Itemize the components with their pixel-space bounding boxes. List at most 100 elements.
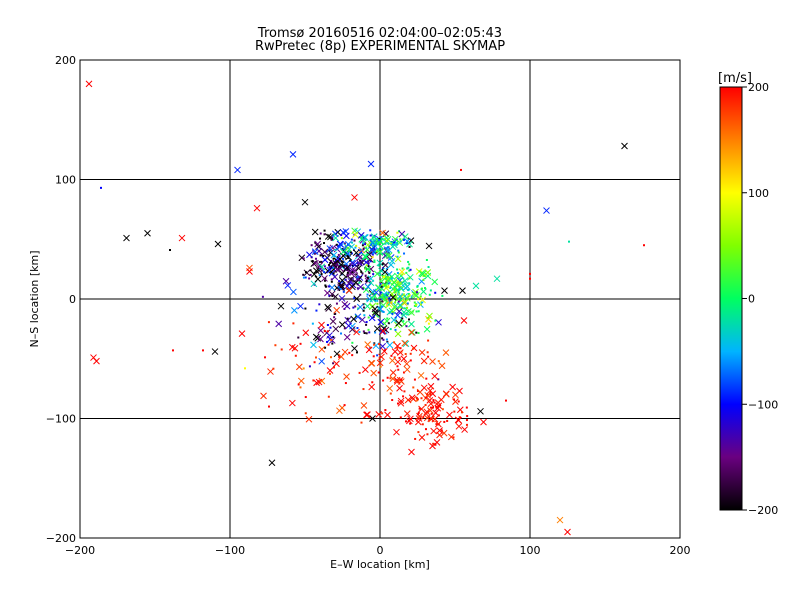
cluster-point [442, 390, 450, 398]
cluster-point [423, 325, 431, 333]
point-stroke [480, 418, 487, 426]
point-stroke [449, 383, 456, 391]
point-stroke [394, 342, 401, 350]
cluster-point [319, 268, 322, 271]
cluster-point [424, 287, 427, 290]
y-tick-label: 200 [55, 54, 76, 67]
cluster-point [318, 261, 321, 264]
cluster-point [326, 332, 333, 339]
cluster-point [317, 327, 325, 334]
cluster-point [379, 327, 387, 335]
cluster-point [354, 305, 357, 308]
data-point [529, 272, 531, 275]
cluster-point [396, 241, 399, 244]
cluster-point [375, 411, 383, 418]
cluster-point [377, 315, 380, 318]
cluster-point [387, 275, 390, 278]
data-point [178, 234, 186, 242]
point-stroke [401, 298, 409, 306]
cluster-point [320, 260, 323, 263]
point-stroke [378, 353, 385, 361]
cluster-point [421, 423, 424, 426]
cluster-point [387, 261, 395, 269]
point-stroke [400, 355, 408, 363]
point-stroke [362, 253, 370, 261]
data-points [85, 80, 645, 536]
cluster-point [369, 234, 372, 237]
data-point [643, 244, 645, 247]
point-stroke [364, 241, 372, 249]
point-stroke [306, 251, 313, 259]
cluster-point [385, 247, 388, 250]
cluster-point [415, 331, 418, 334]
cluster-point [401, 317, 404, 320]
point-stroke [403, 366, 411, 373]
cluster-point [377, 371, 380, 374]
point-stroke [418, 405, 425, 413]
point-stroke [364, 411, 371, 418]
cluster-point [288, 399, 296, 407]
cluster-point [378, 237, 381, 240]
cluster-point [323, 330, 326, 333]
point-stroke [348, 326, 356, 333]
point-stroke [417, 372, 425, 379]
cluster-point [310, 341, 317, 349]
cluster-point [330, 251, 338, 259]
data-point [238, 330, 246, 338]
cluster-point [398, 356, 401, 359]
cluster-point [341, 257, 344, 260]
point-stroke [438, 362, 446, 370]
point-stroke [211, 348, 219, 355]
cluster-point [329, 260, 337, 268]
point-stroke [408, 329, 416, 336]
data-point [529, 277, 531, 280]
point-stroke [382, 261, 389, 269]
cluster-point [267, 368, 274, 375]
cluster-point [297, 383, 300, 386]
cluster-point [325, 250, 328, 253]
cluster-point [314, 241, 317, 244]
point-stroke [367, 275, 375, 282]
cluster-point [408, 245, 411, 248]
cluster-point [361, 242, 364, 245]
point-stroke [459, 287, 466, 294]
cluster-point [389, 293, 397, 301]
point-stroke [379, 327, 387, 335]
cluster-point [356, 303, 364, 311]
cluster-point [428, 293, 431, 296]
cluster-point [302, 273, 305, 276]
point-stroke [328, 337, 336, 344]
cluster-point [360, 421, 363, 424]
cluster-point [370, 369, 378, 377]
cluster-point [376, 249, 384, 256]
cluster-point [302, 367, 305, 370]
cluster-point [387, 303, 390, 306]
point-stroke [403, 283, 411, 291]
cluster-point [417, 411, 420, 414]
point-stroke [321, 275, 328, 282]
cluster-point [374, 242, 377, 245]
cluster-point [383, 275, 386, 278]
cluster-point [341, 248, 344, 251]
point-stroke [246, 268, 253, 275]
cluster-point [379, 273, 382, 276]
cluster-point [394, 255, 402, 263]
data-point [408, 448, 415, 456]
point-stroke [343, 302, 351, 310]
point-stroke [422, 410, 430, 418]
cluster-point [365, 346, 373, 354]
cluster-point [357, 283, 364, 291]
cluster-point [382, 296, 389, 303]
cluster-point [394, 342, 401, 350]
point-stroke [452, 398, 459, 405]
data-point [234, 166, 241, 174]
point-stroke [365, 346, 373, 354]
cluster-point [337, 241, 345, 248]
cluster-point [344, 278, 347, 281]
point-stroke [336, 407, 343, 415]
point-stroke [420, 357, 428, 365]
point-stroke [430, 427, 437, 435]
data-point [441, 287, 448, 294]
chart-title: Tromsø 20160516 02:04:00–02:05:43 [257, 26, 503, 41]
cluster-point [267, 321, 270, 324]
